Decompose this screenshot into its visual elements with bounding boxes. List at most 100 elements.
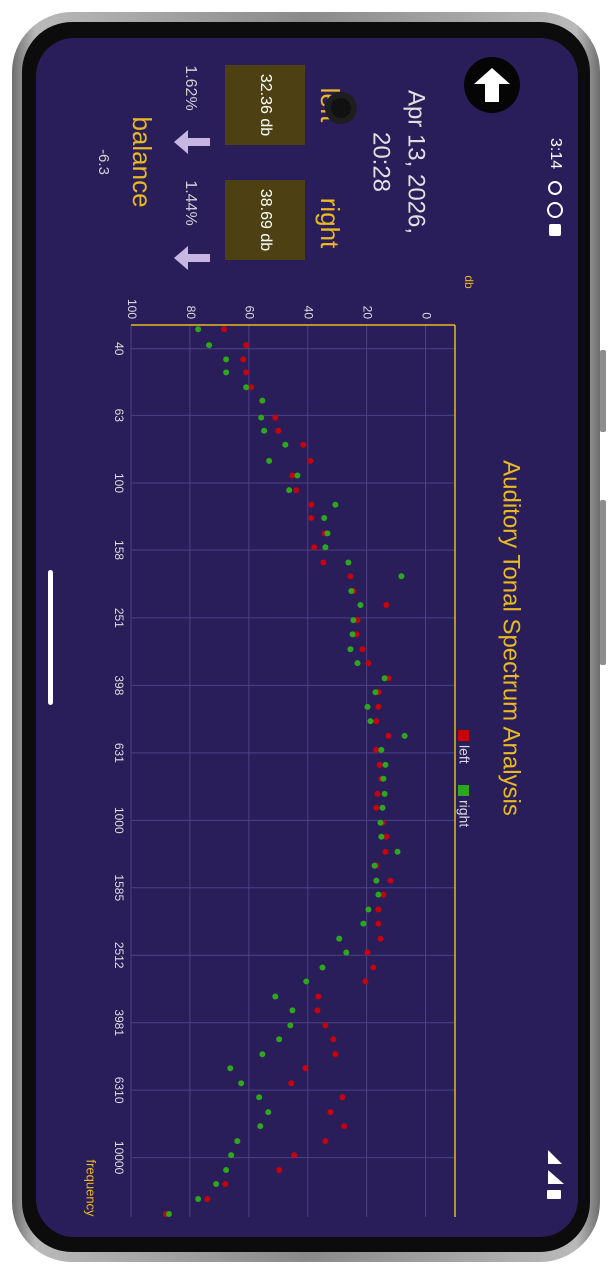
legend-swatch [458,730,469,741]
data-point [398,573,405,580]
data-point [375,920,382,927]
arrow-icon [174,246,210,270]
x-tick-label: 1585 [112,874,126,901]
data-point [227,1065,234,1072]
data-point [360,920,367,927]
data-point [377,935,384,942]
data-point [288,1080,295,1087]
data-point [238,1080,245,1087]
data-point [300,441,307,448]
data-point [206,342,213,349]
y-tick-label: 80 [184,306,198,320]
data-point [365,906,372,913]
signal-icon [548,1170,564,1184]
arrow-icon [174,130,210,154]
screen: 3:14 Apr 13, 2026, 20:28 left 32.36 db r… [36,38,578,1237]
y-tick-label: 20 [360,306,374,320]
x-tick-label: 3981 [112,1009,126,1036]
battery-icon [547,1190,561,1199]
data-point [266,457,273,464]
data-point [234,1138,241,1145]
home-indicator[interactable] [48,570,53,705]
data-point [365,660,372,667]
data-point [204,1196,211,1203]
data-point [307,457,314,464]
data-point [248,384,255,391]
data-point [374,790,381,797]
landscape-view: 3:14 Apr 13, 2026, 20:28 left 32.36 db r… [36,38,578,1237]
data-point [332,501,339,508]
data-point [357,602,364,609]
data-point [275,427,282,434]
back-button[interactable] [464,57,520,113]
data-point [272,993,279,1000]
left-value: 32.36 db [257,74,274,136]
data-point [314,1007,321,1014]
data-point [259,397,266,404]
data-point [382,761,389,768]
y-tick-label: 100 [125,299,139,319]
data-point [223,356,230,363]
x-tick-label: 631 [112,743,126,763]
data-point [401,732,408,739]
data-point [256,1094,263,1101]
data-point [320,559,327,566]
data-point [272,414,279,421]
data-point [372,689,379,696]
status-icon [548,181,562,195]
data-point [265,1109,272,1116]
data-point [223,1167,230,1174]
camera [325,92,357,124]
data-point [381,675,388,682]
data-point [364,703,371,710]
y-tick-label: 40 [302,306,316,320]
data-point [359,646,366,653]
legend-label: left [456,745,472,764]
y-axis-label: db [462,275,476,289]
data-point [195,1196,202,1203]
data-point [240,356,247,363]
data-point [276,1036,283,1043]
data-point [289,472,296,479]
data-point [311,544,318,551]
data-point [349,631,356,638]
y-tick-label: 60 [243,306,257,320]
x-tick-label: 40 [112,342,126,356]
x-tick-label: 158 [112,540,126,560]
left-percent: 1.62% [182,65,199,110]
data-point [354,660,361,667]
data-point [228,1152,235,1159]
data-point [315,993,322,1000]
data-point [330,1036,337,1043]
data-point [383,833,390,840]
data-point [223,369,230,376]
data-point [258,414,265,421]
x-tick-label: 398 [112,675,126,695]
data-point [165,1211,172,1218]
data-point [387,877,394,884]
time: 20:28 [368,132,395,192]
data-point [319,964,326,971]
x-tick-label: 63 [112,409,126,423]
x-tick-label: 1000 [112,807,126,834]
data-point [243,342,250,349]
app-view: 3:14 Apr 13, 2026, 20:28 left 32.36 db r… [48,57,564,1218]
data-point [213,1181,220,1188]
x-tick-label: 100 [112,473,126,493]
data-point [375,906,382,913]
data-point [257,1123,264,1130]
data-point [343,949,350,956]
data-point [321,515,328,522]
data-point [302,1065,309,1072]
data-point [347,646,354,653]
data-point [322,544,329,551]
status-time: 3:14 [547,138,564,169]
right-label: right [315,198,345,249]
data-point [303,978,310,985]
data-point [350,617,357,624]
right-value: 38.69 db [257,189,274,251]
data-point [378,833,385,840]
data-point [339,1094,346,1101]
data-point [332,1051,339,1058]
